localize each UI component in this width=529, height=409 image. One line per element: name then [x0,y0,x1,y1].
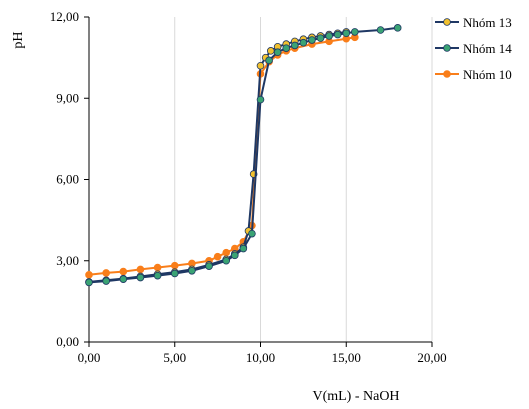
legend: Nhóm 13 Nhóm 14 Nhóm 10 [435,15,512,82]
data-point [170,261,179,270]
x-tick-label: 0,00 [78,350,101,365]
y-tick-label: 0,00 [56,334,79,349]
x-tick-label: 10,00 [246,350,275,365]
data-point [290,41,299,50]
y-tick-label: 12,00 [50,9,79,24]
x-tick-label: 5,00 [163,350,186,365]
legend-entry: Nhóm 13 [435,15,512,30]
data-point [333,30,342,39]
data-point [316,34,325,42]
y-tick-label: 6,00 [56,172,79,187]
data-point [222,256,231,265]
data-point [273,48,282,57]
data-point [342,29,351,38]
grid-lines [174,17,433,342]
data-point [256,61,265,70]
data-point [102,269,110,277]
legend-entry: Nhóm 10 [435,67,512,82]
legend-marker [443,18,451,26]
data-point [393,24,402,32]
data-point [299,38,308,47]
legend-marker [443,70,451,78]
data-point [222,248,231,257]
data-point [376,26,385,34]
data-point [325,32,333,40]
legend-label: Nhóm 10 [463,67,512,82]
data-point [266,47,275,55]
legend-label: Nhóm 14 [463,41,512,56]
data-point [136,273,145,282]
data-point [85,271,93,279]
data-point [102,277,110,285]
data-point [351,28,359,36]
data-point [119,267,128,276]
series-line [88,30,347,283]
x-tick-label: 20,00 [417,350,446,365]
data-point [265,56,273,65]
x-tick-label: 15,00 [332,350,361,365]
data-point [239,244,248,253]
tick-labels: 0,00 5,00 10,00 15,00 20,00 0,00 3,00 6,00 9,00 1… [50,9,447,365]
axes [84,16,433,347]
series-2 [85,24,402,287]
series-1 [85,28,351,286]
data-point [256,95,265,104]
data-point [282,44,291,52]
data-point [188,266,196,275]
data-point [308,36,316,44]
data-point [136,265,145,274]
data-point [119,275,128,283]
y-tick-label: 3,00 [56,253,79,268]
legend-label: Nhóm 13 [463,15,512,30]
legend-entry: Nhóm 14 [435,41,512,56]
x-axis-title: V(mL) - NaOH [312,389,399,404]
data-point [85,278,93,287]
series-layer [85,24,402,287]
data-point [153,263,162,272]
legend-marker [443,44,451,52]
data-point [213,252,222,261]
data-point [170,269,179,278]
series-line [88,36,355,276]
data-point [248,229,256,238]
y-tick-label: 9,00 [56,90,79,105]
y-axis-title: pH [11,31,26,48]
data-point [205,262,213,270]
data-point [153,271,162,280]
data-point [230,251,239,260]
series-3 [85,33,359,279]
